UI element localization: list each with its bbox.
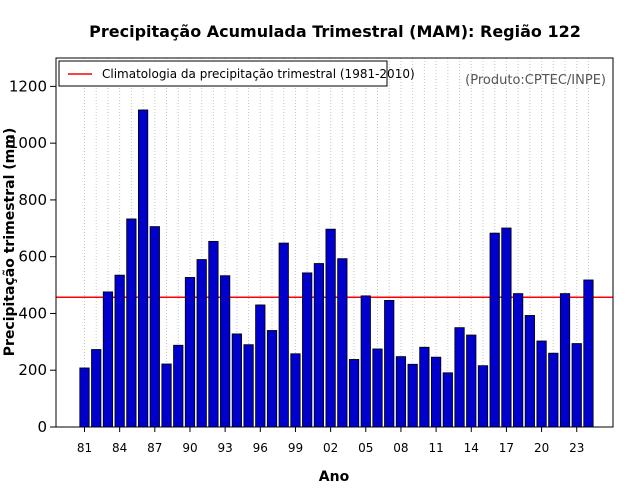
bar-1997 <box>266 330 278 428</box>
bar-1998 <box>278 242 289 428</box>
bar-2023 <box>571 343 582 428</box>
x-tick-label: 05 <box>358 441 373 455</box>
x-tick-label: 08 <box>393 441 408 455</box>
y-tick-label: 800 <box>18 191 47 209</box>
bar-2008 <box>395 356 407 428</box>
bar-1981 <box>79 367 90 428</box>
bar-2021 <box>548 352 559 428</box>
bar-1985 <box>126 218 137 428</box>
bar-2001 <box>313 263 325 428</box>
bar-1999 <box>290 353 301 428</box>
legend-box <box>58 60 388 87</box>
bar-2015 <box>477 365 489 428</box>
bar-1992 <box>208 240 219 428</box>
bar-1995 <box>243 344 254 428</box>
x-tick-label: 23 <box>569 441 584 455</box>
bar-1983 <box>102 291 114 428</box>
y-tick-label: 0 <box>37 418 47 436</box>
bar-2016 <box>489 232 500 428</box>
y-axis: 0 200 400 600 800 1000 1200 <box>9 77 56 436</box>
bar-1994 <box>231 333 242 428</box>
bar-2003 <box>337 258 348 428</box>
x-tick-label: 99 <box>288 441 303 455</box>
bar-2017 <box>501 227 512 428</box>
bar-2009 <box>407 363 418 428</box>
bar-1987 <box>149 226 160 428</box>
bar-2020 <box>536 340 547 428</box>
bar-1993 <box>220 275 231 428</box>
bar-2010 <box>419 346 430 428</box>
bar-2024 <box>583 279 594 428</box>
bar-2013 <box>454 327 465 428</box>
bar-2012 <box>442 372 453 428</box>
bar-1991 <box>196 259 207 428</box>
bar-1982 <box>91 349 102 428</box>
bar-2000 <box>302 272 313 428</box>
bar-2014 <box>466 334 477 428</box>
bar-2002 <box>325 228 336 428</box>
y-axis-label: Precipitação trimestral (mm) <box>2 128 18 356</box>
bar-2004 <box>348 359 360 428</box>
legend-label: Climatologia da precipitação trimestral … <box>102 67 415 81</box>
bar-1984 <box>114 274 125 428</box>
bar-2019 <box>524 315 535 428</box>
x-tick-label: 17 <box>499 441 514 455</box>
x-tick-label: 02 <box>323 441 338 455</box>
bar-1988 <box>161 363 172 428</box>
bar-2018 <box>513 293 524 428</box>
bar-1990 <box>184 277 196 428</box>
x-tick-label: 87 <box>147 441 162 455</box>
bar-2011 <box>430 356 442 428</box>
source-note: (Produto:CPTEC/INPE) <box>465 73 606 88</box>
legend: Climatologia da precipitação trimestral … <box>58 60 415 87</box>
bar-1986 <box>137 109 149 428</box>
x-tick-label: 96 <box>253 441 268 455</box>
bar-2007 <box>384 300 395 428</box>
x-tick-label: 14 <box>464 441 479 455</box>
bar-1989 <box>173 344 184 428</box>
x-tick-label: 84 <box>112 441 127 455</box>
bars <box>79 109 594 428</box>
x-tick-label: 93 <box>217 441 232 455</box>
chart-title: Precipitação Acumulada Trimestral (MAM):… <box>89 22 581 41</box>
x-tick-label: 81 <box>77 441 92 455</box>
y-tick-label: 1000 <box>9 134 47 152</box>
y-tick-label: 1200 <box>9 77 47 95</box>
x-tick-label: 20 <box>534 441 549 455</box>
y-tick-label: 400 <box>18 304 47 322</box>
y-tick-label: 600 <box>18 248 47 266</box>
x-axis: 81 84 87 90 93 96 99 02 05 08 11 14 17 20 23 <box>77 427 584 455</box>
x-tick-label: 90 <box>182 441 197 455</box>
bar-2005 <box>360 295 371 428</box>
bar-2006 <box>372 348 383 428</box>
grid-lines <box>84 58 589 427</box>
bar-2022 <box>559 293 571 428</box>
y-tick-label: 200 <box>18 361 47 379</box>
x-tick-label: 11 <box>428 441 443 455</box>
plot-frame <box>55 57 614 428</box>
bar-1996 <box>255 304 266 428</box>
x-axis-label: Ano <box>319 469 350 485</box>
